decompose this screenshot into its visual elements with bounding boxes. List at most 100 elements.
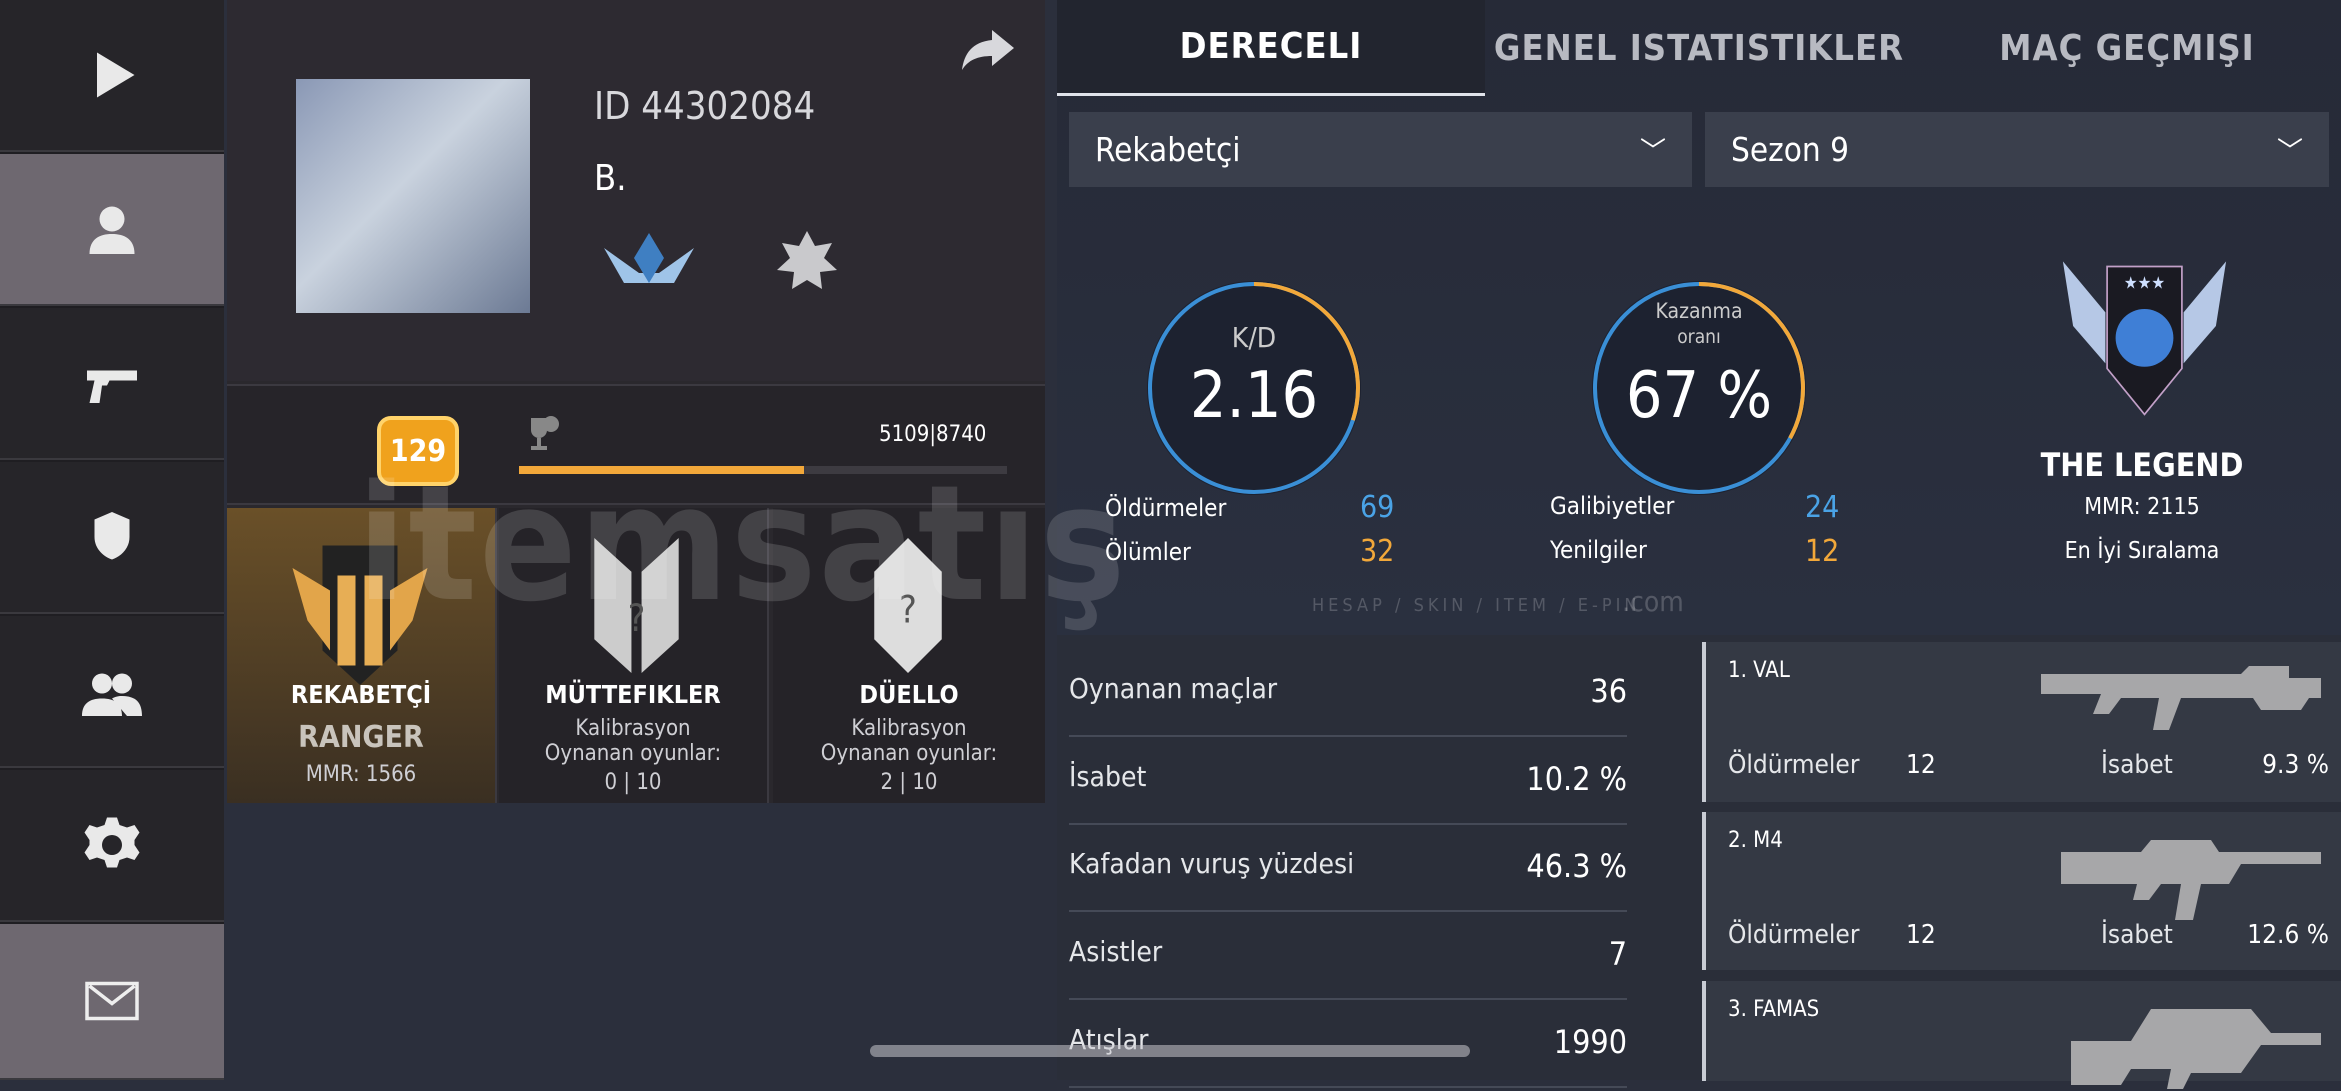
mode-title: MÜTTEFIKLER	[545, 680, 721, 709]
mode-card-allies[interactable]: ? MÜTTEFIKLER Kalibrasyon Oynanan oyunla…	[499, 508, 769, 803]
nav-settings[interactable]	[0, 770, 224, 922]
user-icon	[89, 206, 135, 254]
games-played-label: Oynanan oyunlar:	[820, 741, 998, 766]
mode-card-duel[interactable]: ? DÜELLO Kalibrasyon Oynanan oyunlar: 2 …	[773, 508, 1045, 803]
nav-weapons[interactable]	[0, 308, 224, 460]
tab-ranked[interactable]: DERECELI	[1057, 0, 1485, 96]
weapon-card[interactable]: 3. FAMAS	[1702, 981, 2341, 1089]
nav-profile[interactable]	[0, 154, 224, 306]
share-icon[interactable]	[962, 30, 1014, 70]
watermark-tagline: HESAP / SKIN / ITEM / E-PIN	[1312, 595, 1641, 616]
winrate-ring: Kazanma oranı 67 %	[1592, 281, 1806, 495]
accuracy-value: 9.3 %	[2262, 750, 2329, 780]
season-dropdown-value: Sezon 9	[1731, 130, 1849, 169]
svg-text:?: ?	[628, 597, 646, 640]
level-row: 129 5109|8740	[227, 384, 1045, 505]
stat-label: Asistler	[1069, 935, 1163, 968]
stat-value: 7	[1608, 935, 1627, 973]
kd-label: K/D	[1231, 321, 1277, 354]
level-badge: 129	[377, 416, 459, 486]
kills-label: Öldürmeler	[1728, 750, 1860, 780]
calibration-label: Kalibrasyon	[575, 716, 691, 741]
games-played-value: 0 | 10	[604, 770, 662, 795]
unranked-icon: ?	[874, 538, 942, 673]
weapon-name: 3. FAMAS	[1728, 997, 1820, 1022]
svg-text:?: ?	[899, 588, 917, 631]
losses-value: 12	[1805, 534, 1840, 569]
kd-arc	[1148, 282, 1360, 494]
watermark-suffix: .com	[1622, 585, 1684, 618]
tab-match-history[interactable]: MAÇ GEÇMIŞI	[1999, 27, 2255, 69]
chevron-down-icon: ﹀	[2276, 137, 2303, 167]
stats-panel: DERECELI GENEL ISTATISTIKLER MAÇ GEÇMIŞI…	[357, 0, 2341, 1089]
tab-general-stats[interactable]: GENEL ISTATISTIKLER	[1493, 27, 1905, 69]
nav-play[interactable]	[0, 0, 224, 152]
season-badge-icon[interactable]	[757, 228, 857, 298]
ranger-rank-icon	[292, 545, 428, 685]
play-icon	[97, 52, 135, 98]
avatar[interactable]	[296, 79, 530, 313]
achievement-badge-icon[interactable]	[599, 228, 699, 298]
kd-ring: K/D 2.16	[1147, 281, 1361, 495]
games-played-label: Oynanan oyunlar:	[544, 741, 722, 766]
best-rank-name: THE LEGEND	[2040, 446, 2244, 484]
stat-row: Oynanan maçlar 36	[1069, 650, 1627, 737]
stat-row: İsabet 10.2 %	[1069, 738, 1627, 825]
games-played-value: 2 | 10	[880, 770, 938, 795]
deaths-value: 32	[1360, 534, 1395, 569]
xp-text: 5109|8740	[879, 422, 987, 447]
kills-value: 12	[1906, 750, 1936, 780]
kills-label: Öldürmeler	[1728, 920, 1860, 950]
accuracy-label: İsabet	[2101, 920, 2173, 950]
group-icon	[82, 673, 142, 716]
player-name: B.	[594, 158, 627, 199]
stat-label: Oynanan maçlar	[1069, 672, 1278, 705]
accuracy-label: İsabet	[2101, 750, 2173, 780]
mode-dropdown-value: Rekabetçi	[1095, 130, 1241, 169]
calibration-label: Kalibrasyon	[851, 716, 967, 741]
nav-friends[interactable]	[0, 616, 224, 768]
mode-dropdown[interactable]: Rekabetçi ﹀	[1069, 112, 1692, 187]
stat-value: 10.2 %	[1526, 760, 1627, 798]
kills-value: 69	[1360, 490, 1395, 525]
winrate-label-2: oranı	[1677, 326, 1721, 348]
shield-icon	[94, 512, 130, 560]
stat-label: İsabet	[1069, 760, 1147, 793]
rank-name: RANGER	[298, 720, 424, 755]
stat-label: Kafadan vuruş yüzdesi	[1069, 847, 1355, 880]
stat-row: Asistler 7	[1069, 913, 1627, 1000]
xp-progress-fill	[519, 466, 805, 474]
profile-panel: ID 44302084 B. 129 5109|8740 REKABETÇİ R…	[227, 0, 1045, 803]
deaths-label: Ölümler	[1105, 538, 1191, 566]
level-value: 129	[389, 433, 447, 469]
kd-value: 2.16	[1189, 359, 1319, 433]
details-area: Oynanan maçlar 36 İsabet 10.2 % Kafadan vu…	[1057, 635, 2341, 1089]
winrate-arc	[1593, 282, 1805, 494]
winrate-label: Kazanma	[1655, 299, 1743, 323]
mode-title: DÜELLO	[859, 680, 959, 709]
nav-ranks[interactable]	[0, 462, 224, 614]
legend-rank-icon: ★★★	[2062, 261, 2227, 416]
xp-progress-bar	[519, 466, 1007, 474]
val-rifle-icon	[2041, 666, 2321, 730]
winrate-value: 67 %	[1625, 359, 1773, 433]
stat-row: Kafadan vuruş yüzdesi 46.3 %	[1069, 825, 1627, 912]
weapon-card[interactable]: 1. VAL Öldürmeler 12 İsabet 9.3 %	[1702, 642, 2341, 802]
weapon-card[interactable]: 2. M4 Öldürmeler 12 İsabet 12.6 %	[1702, 812, 2341, 970]
pistol-icon	[87, 370, 137, 403]
mode-card-competitive[interactable]: REKABETÇİ RANGER MMR: 1566	[227, 508, 497, 803]
stat-value: 36	[1590, 672, 1627, 710]
home-indicator[interactable]	[870, 1045, 1470, 1057]
mode-title: REKABETÇİ	[290, 680, 432, 709]
season-dropdown[interactable]: Sezon 9 ﹀	[1705, 112, 2329, 187]
mail-icon	[85, 981, 139, 1021]
weapon-name: 2. M4	[1728, 828, 1783, 853]
chevron-down-icon: ﹀	[1639, 137, 1666, 167]
wins-value: 24	[1805, 490, 1840, 525]
trophy-icon	[531, 416, 559, 450]
nav-mail[interactable]	[0, 924, 224, 1080]
player-id: ID 44302084	[594, 84, 816, 128]
accuracy-value: 12.6 %	[2247, 920, 2329, 950]
mmr-value: MMR: 1566	[305, 762, 417, 787]
famas-rifle-icon	[2071, 1009, 2321, 1089]
